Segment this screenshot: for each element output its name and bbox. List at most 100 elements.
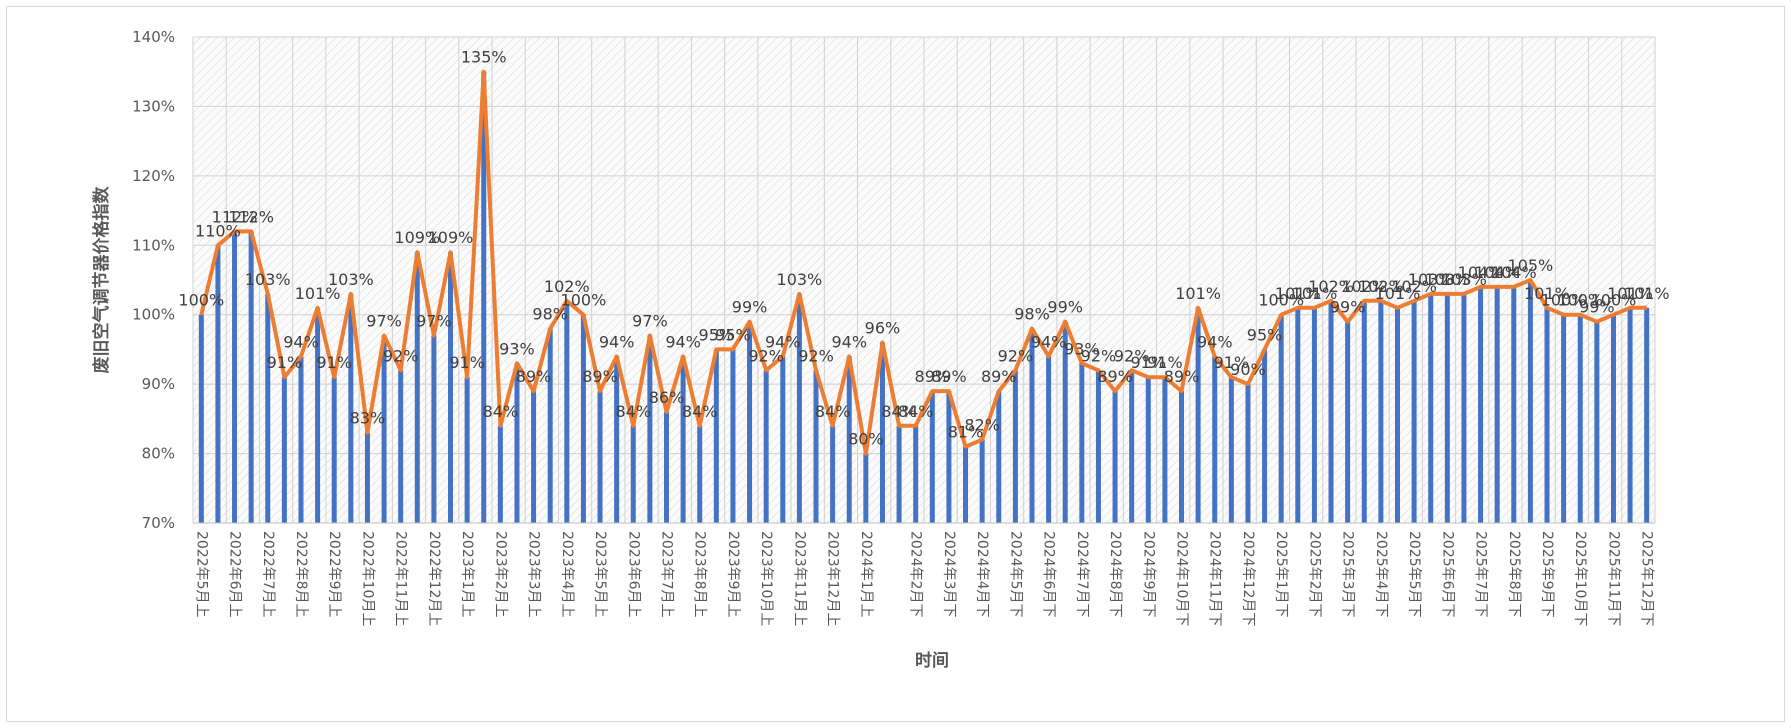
bar: [1478, 286, 1484, 523]
x-tick-label: 2022年12月上: [426, 531, 442, 626]
bar: [1428, 293, 1434, 523]
x-tick-label: 2023年7月上: [658, 531, 674, 618]
bar: [1012, 370, 1018, 523]
bar: [1062, 321, 1068, 523]
y-axis-title: 废旧空气调节器价格指数: [91, 186, 112, 374]
data-label: 92%: [798, 346, 834, 365]
x-tick-label: 2025年1月下: [1273, 531, 1289, 618]
data-label: 103%: [1408, 270, 1454, 289]
x-tick-label: 2022年6月上: [227, 531, 243, 618]
bar: [232, 231, 238, 523]
data-label: 92%: [748, 346, 784, 365]
data-label: 94%: [283, 332, 319, 351]
bar: [1494, 286, 1500, 523]
data-label: 91%: [1147, 353, 1183, 372]
bar: [763, 370, 769, 523]
bar: [879, 342, 885, 523]
data-label: 89%: [981, 367, 1017, 386]
x-tick-label: 2022年10月上: [359, 531, 375, 626]
data-label: 94%: [765, 332, 801, 351]
bar: [1278, 314, 1284, 523]
x-tick-label: 2024年12月下: [1240, 531, 1256, 626]
data-label: 110%: [195, 221, 241, 240]
data-label: 91%: [1131, 353, 1167, 372]
bar: [630, 425, 636, 523]
x-tick-label: 2023年6月上: [625, 531, 641, 618]
x-tick-label: 2024年11月下: [1207, 531, 1223, 626]
data-label: 82%: [964, 416, 1000, 435]
data-label: 92%: [383, 346, 419, 365]
y-tick-label: 120%: [132, 167, 175, 185]
y-tick-label: 110%: [132, 236, 175, 254]
bar: [996, 391, 1002, 523]
bar: [1029, 328, 1035, 523]
bar: [796, 293, 802, 523]
bar: [1345, 321, 1351, 523]
data-label: 89%: [582, 367, 618, 386]
data-label: 109%: [428, 228, 474, 247]
data-label: 89%: [931, 367, 967, 386]
x-tick-label: 2025年12月下: [1639, 531, 1655, 626]
data-label: 100%: [1557, 291, 1603, 310]
data-label: 86%: [649, 388, 685, 407]
bar-series: [198, 71, 1650, 524]
data-label: 112%: [212, 207, 258, 226]
bar: [514, 363, 520, 523]
bar: [1129, 370, 1135, 523]
bar: [1245, 384, 1251, 523]
data-label: 83%: [350, 409, 386, 428]
data-label: 104%: [1474, 263, 1520, 282]
data-label: 84%: [615, 402, 651, 421]
bar: [248, 231, 254, 523]
data-label: 105%: [1508, 256, 1554, 275]
bar: [1328, 300, 1334, 523]
bar: [481, 71, 487, 523]
data-label: 97%: [366, 312, 402, 331]
x-tick-label: 2025年6月下: [1439, 531, 1455, 618]
y-tick-label: 100%: [132, 306, 175, 324]
x-axis-title: 时间: [915, 650, 949, 671]
y-tick-label: 130%: [132, 97, 175, 115]
bar: [747, 321, 753, 523]
bar: [1079, 363, 1085, 523]
data-label: 112%: [228, 207, 274, 226]
x-tick-label: 2025年3月下: [1340, 531, 1356, 618]
x-tick-label: 2023年5月上: [592, 531, 608, 618]
bar: [497, 425, 503, 523]
data-label: 97%: [416, 312, 452, 331]
x-tick-label: 2025年2月下: [1306, 531, 1322, 618]
data-label: 100%: [561, 291, 607, 310]
data-label: 99%: [1047, 298, 1083, 317]
x-tick-label: 2024年8月下: [1107, 531, 1123, 618]
bar: [414, 252, 420, 523]
data-label: 84%: [898, 402, 934, 421]
data-label: 98%: [1014, 305, 1050, 324]
bar: [215, 245, 221, 524]
x-axis: 2022年5月上 2022年6月上 2022年7月上 2022年8月上 2022年9月上…: [193, 522, 1655, 626]
data-label: 101%: [1275, 284, 1321, 303]
bar: [531, 391, 537, 523]
bar: [929, 391, 935, 523]
x-tick-label: 2023年10月上: [758, 531, 774, 626]
data-label: 94%: [1197, 332, 1233, 351]
bar: [298, 356, 304, 523]
bar: [1594, 321, 1600, 523]
data-label: 135%: [461, 48, 507, 67]
data-label: 91%: [1214, 353, 1250, 372]
x-tick-label: 2025年5月下: [1406, 531, 1422, 618]
gridlines: [192, 36, 1656, 524]
x-tick-label: 2023年8月上: [692, 531, 708, 618]
bar: [1411, 300, 1417, 523]
x-tick-label: 2025年9月下: [1539, 531, 1555, 618]
x-tick-label: 2023年9月上: [725, 531, 741, 618]
data-label: 81%: [948, 423, 984, 442]
bar: [614, 356, 620, 523]
bar: [198, 314, 204, 523]
bar: [1311, 307, 1317, 523]
data-label: 95%: [1247, 325, 1283, 344]
x-tick-label: 2023年2月上: [492, 531, 508, 618]
data-label: 102%: [1391, 277, 1437, 296]
data-label: 84%: [881, 402, 917, 421]
data-label: 102%: [1308, 277, 1354, 296]
